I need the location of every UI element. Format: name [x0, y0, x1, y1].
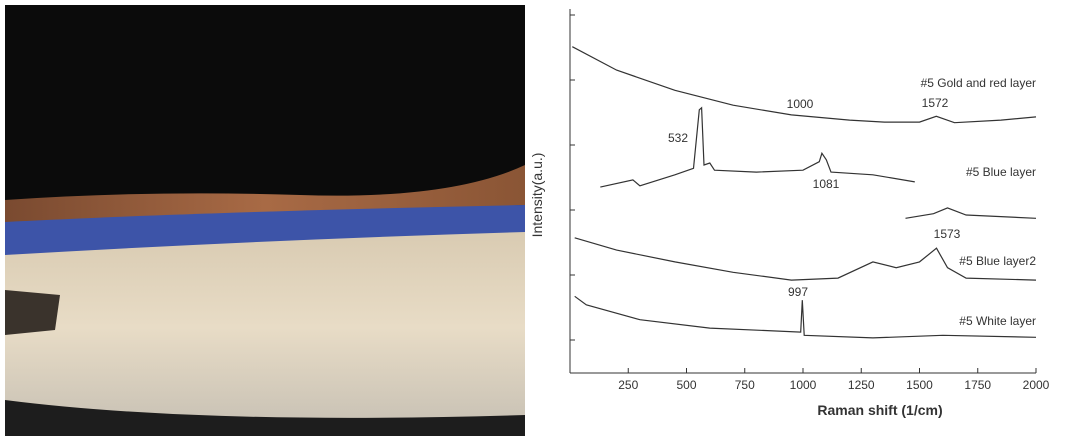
x-tick-label: 1000	[790, 378, 817, 392]
x-tick-label: 500	[676, 378, 696, 392]
peak-label: 1081	[813, 177, 840, 191]
series-label: #5 Gold and red layer	[921, 76, 1036, 90]
peak-label: 1572	[922, 96, 949, 110]
series-label: #5 Blue layer2	[959, 254, 1036, 268]
photo	[5, 5, 525, 436]
x-tick-label: 750	[735, 378, 755, 392]
spectrum-line	[574, 295, 1037, 339]
x-tick-label: 250	[618, 378, 638, 392]
peak-label: 532	[668, 131, 688, 145]
series-label: #5 White layer	[959, 314, 1036, 328]
y-axis-label: Intensity(a.u.)	[529, 153, 545, 238]
spectrum-line	[574, 207, 1037, 281]
x-tick-label: 1500	[906, 378, 933, 392]
spectrum-line	[600, 106, 915, 188]
x-axis-label: Raman shift (1/cm)	[817, 402, 942, 418]
spectrum-line	[572, 46, 1037, 124]
x-tick-label: 1750	[964, 378, 991, 392]
x-tick-label: 2000	[1023, 378, 1050, 392]
x-tick-label: 1250	[848, 378, 875, 392]
peak-label: 1000	[787, 97, 814, 111]
peak-label: 1573	[934, 227, 961, 241]
peak-label: 997	[788, 285, 808, 299]
series-label: #5 Blue layer	[966, 165, 1036, 179]
